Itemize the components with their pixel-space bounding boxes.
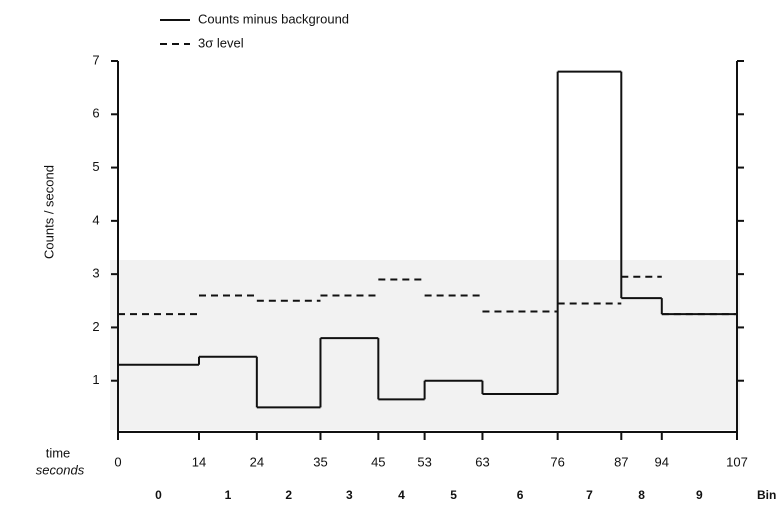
x-tick-label: 94 (655, 454, 669, 469)
bin-axis-label: Bin (757, 488, 776, 502)
bin-label: 1 (225, 488, 232, 502)
x-tick-label: 35 (313, 454, 327, 469)
bin-label: 2 (285, 488, 292, 502)
x-tick-label: 24 (250, 454, 264, 469)
x-tick-label: 63 (475, 454, 489, 469)
y-tick-label: 5 (92, 159, 99, 174)
x-tick-label: 87 (614, 454, 628, 469)
bin-label: 7 (586, 488, 593, 502)
legend-label: Counts minus background (198, 11, 349, 26)
x-axis-label: seconds (36, 462, 85, 477)
y-tick-label: 3 (92, 266, 99, 281)
x-tick-label: 76 (550, 454, 564, 469)
x-tick-label: 53 (417, 454, 431, 469)
y-tick-label: 2 (92, 319, 99, 334)
y-tick-label: 4 (92, 212, 99, 227)
x-tick-label: 0 (114, 454, 121, 469)
bin-label: 6 (517, 488, 524, 502)
x-tick-label: 14 (192, 454, 206, 469)
y-axis-label: Counts / second (41, 165, 56, 259)
background-photo (110, 260, 740, 430)
y-tick-label: 6 (92, 106, 99, 121)
y-tick-label: 7 (92, 52, 99, 67)
bin-label: 8 (638, 488, 645, 502)
x-tick-label: 45 (371, 454, 385, 469)
bin-label: 9 (696, 488, 703, 502)
x-axis-label: time (46, 445, 71, 460)
legend-label: 3σ level (198, 35, 244, 50)
bin-label: 4 (398, 488, 405, 502)
x-tick-label: 107 (726, 454, 748, 469)
y-tick-label: 1 (92, 372, 99, 387)
bin-label: 0 (155, 488, 162, 502)
bin-label: 3 (346, 488, 353, 502)
bin-label: 5 (450, 488, 457, 502)
